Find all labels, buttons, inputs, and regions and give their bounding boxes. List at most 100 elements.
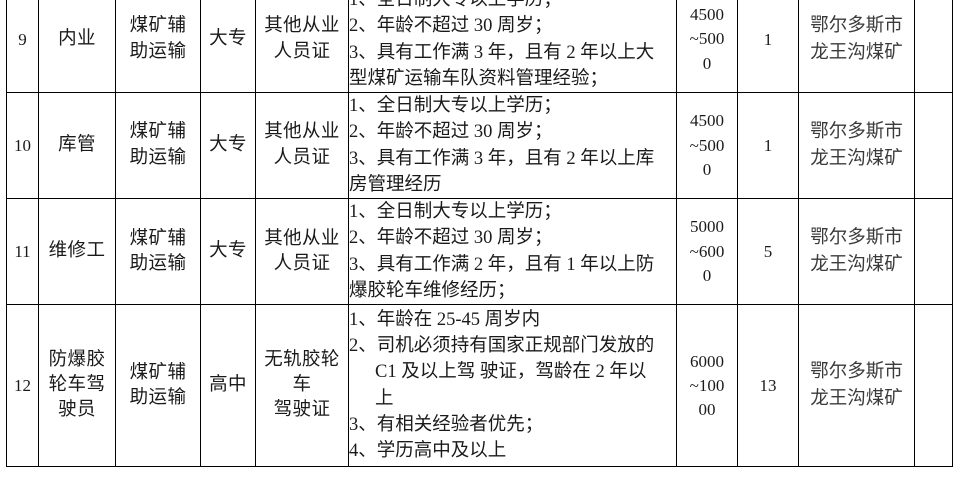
education-level-line: 高中 xyxy=(209,375,247,396)
headcount: 5 xyxy=(737,198,799,306)
requirements: 1、全日制大专以上学历； 2、年龄不超过 30 周岁； 3、具有工作满 3 年，且有… xyxy=(348,92,677,200)
education-level: 高中 xyxy=(200,304,256,468)
notes-cell xyxy=(914,198,953,306)
requirement-line: 爆胶轮车维修经历； xyxy=(349,280,516,301)
requirement-line: C1 及以上驾 驶证，驾龄在 2 年以 xyxy=(375,362,647,383)
work-type-line: 煤矿辅 xyxy=(129,228,187,249)
notes-cell xyxy=(914,0,953,94)
salary-line: 6000 xyxy=(690,351,724,371)
education-level-line: 大专 xyxy=(209,135,247,156)
work-type: 煤矿辅 助运输 xyxy=(115,198,201,306)
employer-name-line: 龙王沟煤矿 xyxy=(810,254,903,275)
requirement-line: 3、有相关经验者优先； xyxy=(349,414,544,435)
post-name-line: 内业 xyxy=(58,28,96,49)
salary-range: 5000 ~600 0 xyxy=(676,198,738,306)
education-level: 大专 xyxy=(200,0,256,94)
work-type: 煤矿辅 助运输 xyxy=(115,304,201,468)
row-number: 11 xyxy=(6,198,39,306)
work-type-line: 煤矿辅 xyxy=(129,362,187,383)
recruitment-table: 9 内业 煤矿辅 助运输 大专 其他从业 人员证 1、全日制大专以上学历； 2、年龄不超过 30… xyxy=(6,0,953,468)
salary-line: 0 xyxy=(702,159,712,179)
requirement-line: 3、具有工作满 3 年，且有 2 年以上大 xyxy=(349,42,655,63)
certificate-type-line: 人员证 xyxy=(273,41,331,62)
work-type: 煤矿辅 助运输 xyxy=(115,0,201,94)
post-name: 库管 xyxy=(38,92,116,200)
work-type-line: 煤矿辅 xyxy=(129,16,187,37)
requirement-line: 1、全日制大专以上学历； xyxy=(349,96,562,117)
employer-name-line: 龙王沟煤矿 xyxy=(810,388,903,409)
certificate-type: 其他从业 人员证 xyxy=(255,0,349,94)
certificate-type-line: 无轨胶轮 xyxy=(264,349,340,370)
certificate-type-line: 其他从业 xyxy=(264,122,340,143)
work-type: 煤矿辅 助运输 xyxy=(115,92,201,200)
post-name-line: 库管 xyxy=(58,135,96,156)
post-name-line: 轮车驾 xyxy=(48,375,106,396)
requirements: 1、年龄在 25-45 周岁内 2、司机必须持有国家正规部门发放的 C1 及以上驾 … xyxy=(348,304,677,468)
work-type-line: 助运输 xyxy=(129,41,187,62)
education-level-line: 大专 xyxy=(209,28,247,49)
certificate-type-line: 人员证 xyxy=(273,147,331,168)
salary-line: 4500 xyxy=(690,111,724,131)
certificate-type-line: 其他从业 xyxy=(264,228,340,249)
post-name: 内业 xyxy=(38,0,116,94)
notes-cell xyxy=(914,92,953,200)
certificate-type-line: 其他从业 xyxy=(264,16,340,37)
requirement-line: 上 xyxy=(375,388,394,409)
headcount: 1 xyxy=(737,92,799,200)
employer-name: 鄂尔多斯市龙王沟煤矿 xyxy=(798,92,915,200)
post-name-line: 防爆胶 xyxy=(48,349,106,370)
certificate-type-line: 人员证 xyxy=(273,253,331,274)
employer-name-line: 龙王沟煤矿 xyxy=(810,148,903,169)
post-name-line: 驶员 xyxy=(58,400,96,421)
row-number: 12 xyxy=(6,304,39,468)
employer-name-line: 鄂尔多斯市 xyxy=(810,16,903,37)
requirements: 1、全日制大专以上学历； 2、年龄不超过 30 周岁； 3、具有工作满 2 年，且有… xyxy=(348,198,677,306)
requirement-line: 1、全日制大专以上学历； xyxy=(349,0,562,10)
requirement-line: 房管理经历 xyxy=(349,174,442,195)
salary-range: 4500 ~500 0 xyxy=(676,92,738,200)
salary-line: 5000 xyxy=(690,217,724,237)
table-row: 10 库管 煤矿辅 助运输 大专 其他从业 人员证 1、全日制大专以上学历； 2、年龄不超过 3… xyxy=(6,92,953,200)
employer-name: 鄂尔多斯市龙王沟煤矿 xyxy=(798,0,915,94)
requirement-line: 3、具有工作满 2 年，且有 1 年以上防 xyxy=(349,254,655,275)
post-name: 防爆胶 轮车驾 驶员 xyxy=(38,304,116,468)
work-type-line: 煤矿辅 xyxy=(129,122,187,143)
employer-name: 鄂尔多斯市 龙王沟煤矿 xyxy=(798,198,915,306)
certificate-type: 其他从业 人员证 xyxy=(255,92,349,200)
work-type-line: 助运输 xyxy=(129,387,187,408)
certificate-type: 其他从业 人员证 xyxy=(255,198,349,306)
requirement-line: 1、年龄在 25-45 周岁内 xyxy=(349,309,541,330)
education-level-line: 大专 xyxy=(209,241,247,262)
table-row: 9 内业 煤矿辅 助运输 大专 其他从业 人员证 1、全日制大专以上学历； 2、年龄不超过 30… xyxy=(6,0,953,94)
salary-line: ~500 xyxy=(689,29,725,49)
notes-cell xyxy=(914,304,953,468)
table-row: 12 防爆胶 轮车驾 驶员 煤矿辅 助运输 高中 无轨胶轮车驾驶证 1、年龄在 25-45 周岁… xyxy=(6,304,953,468)
certificate-type: 无轨胶轮车驾驶证 xyxy=(255,304,349,468)
row-number: 10 xyxy=(6,92,39,200)
employer-name-line: 龙王沟煤矿 xyxy=(810,42,903,63)
requirement-line: 2、司机必须持有国家正规部门发放的 xyxy=(349,336,655,357)
salary-line: 0 xyxy=(702,53,712,73)
requirement-line: 2、年龄不超过 30 周岁； xyxy=(349,122,553,143)
requirement-line: 型煤矿运输车队资料管理经验； xyxy=(349,68,609,89)
salary-range: 6000 ~100 00 xyxy=(676,304,738,468)
salary-line: ~500 xyxy=(689,135,725,155)
headcount: 1 xyxy=(737,0,799,94)
requirement-line: 3、具有工作满 3 年，且有 2 年以上库 xyxy=(349,148,655,169)
headcount: 13 xyxy=(737,304,799,468)
salary-range: 4500 ~500 0 xyxy=(676,0,738,94)
requirement-line: 2、年龄不超过 30 周岁； xyxy=(349,228,553,249)
salary-line: 0 xyxy=(702,265,712,285)
table-row: 11 维修工 煤矿辅 助运输 大专 其他从业 人员证 1、全日制大专以上学历； 2、年龄不超过 … xyxy=(6,198,953,306)
requirements: 1、全日制大专以上学历； 2、年龄不超过 30 周岁； 3、具有工作满 3 年，且有… xyxy=(348,0,677,94)
salary-line: ~600 xyxy=(689,241,725,261)
post-name: 维修工 xyxy=(38,198,116,306)
education-level: 大专 xyxy=(200,198,256,306)
requirement-line: 2、年龄不超过 30 周岁； xyxy=(349,16,553,37)
employer-name-line: 鄂尔多斯市 xyxy=(810,122,903,143)
salary-line: 4500 xyxy=(690,5,724,25)
education-level: 大专 xyxy=(200,92,256,200)
row-number: 9 xyxy=(6,0,39,94)
salary-line: 00 xyxy=(698,399,716,419)
